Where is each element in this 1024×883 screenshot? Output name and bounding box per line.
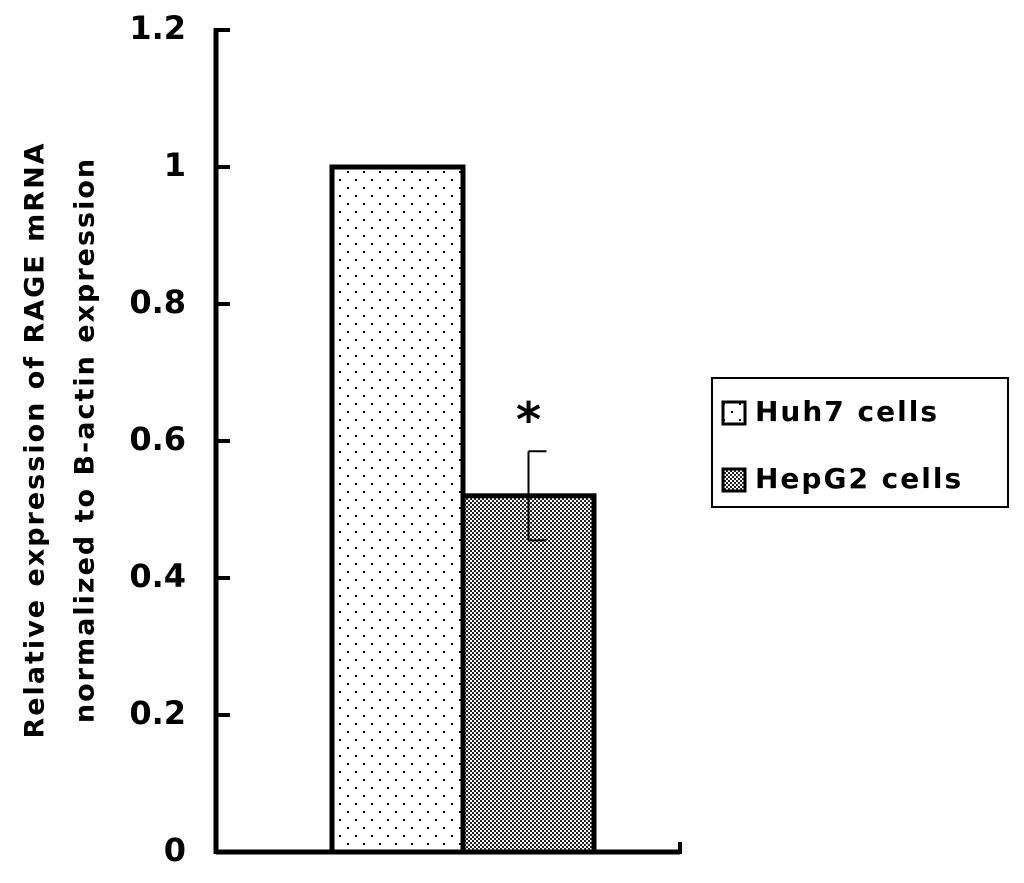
y-tick-label: 0.4 bbox=[129, 557, 186, 595]
y-tick-label: 1 bbox=[164, 146, 186, 184]
y-tick-label: 0.2 bbox=[129, 694, 186, 732]
legend-label: Huh7 cells bbox=[755, 395, 939, 428]
legend-swatch bbox=[721, 400, 747, 426]
y-tick-label: 0.8 bbox=[129, 283, 186, 321]
bar bbox=[329, 164, 466, 855]
y-tick-label: 1.2 bbox=[129, 9, 186, 47]
legend-label: HepG2 cells bbox=[755, 462, 963, 495]
bar bbox=[460, 493, 597, 855]
y-tick-label: 0 bbox=[164, 831, 186, 869]
legend-box bbox=[711, 377, 1009, 508]
y-axis-title-line: normalized to B-actin expression bbox=[70, 157, 101, 723]
legend-swatch bbox=[721, 467, 747, 493]
y-tick-label: 0.6 bbox=[129, 420, 186, 458]
annotation: * bbox=[516, 392, 541, 448]
y-axis-title-line: Relative expression of RAGE mRNA bbox=[20, 141, 51, 738]
y-axis-title: Relative expression of RAGE mRNA normali… bbox=[20, 141, 101, 738]
